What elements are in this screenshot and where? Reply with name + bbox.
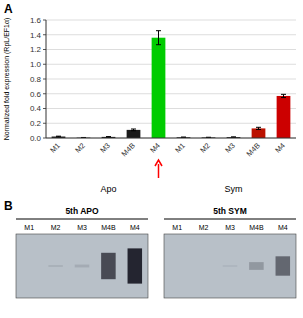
- grid-line: [46, 20, 296, 21]
- tick-label: 1.2: [30, 45, 42, 54]
- category-label: M4B: [120, 141, 137, 158]
- lane-label: M4: [130, 224, 140, 231]
- category-label: M2: [73, 141, 87, 155]
- lane-label: M4B: [249, 224, 264, 231]
- error-bar: [56, 136, 61, 138]
- category-label: M1: [48, 141, 62, 155]
- blot-band: [75, 265, 90, 268]
- category-label: M2: [198, 141, 212, 155]
- tick-label: 0.2: [30, 119, 42, 128]
- error-cap: [256, 127, 261, 128]
- error-cap: [156, 44, 161, 45]
- blot-band: [48, 265, 63, 267]
- blot-band: [249, 262, 264, 270]
- grid-line: [46, 79, 296, 80]
- blot-band: [196, 266, 211, 267]
- plot-area: [52, 31, 291, 138]
- lane-label: M3: [225, 224, 235, 231]
- lane-label: M4B: [101, 224, 116, 231]
- error-bar: [106, 136, 111, 138]
- grid-line: [46, 138, 296, 139]
- grid-line: [46, 64, 296, 65]
- error-cap: [106, 136, 111, 137]
- error-cap: [281, 97, 286, 98]
- bar: [152, 38, 166, 138]
- category-label: M3: [98, 141, 112, 155]
- arrow-head: [155, 160, 162, 166]
- blot-band: [128, 248, 143, 283]
- arrow-shaft: [158, 164, 160, 178]
- error-cap: [131, 129, 136, 130]
- error-cap: [156, 30, 161, 31]
- tick-label: 1.6: [30, 16, 42, 25]
- blot-overline: [164, 219, 296, 220]
- arrow: [155, 160, 162, 178]
- error-cap: [231, 136, 236, 137]
- lane-label: M3: [77, 224, 87, 231]
- category-label: M3: [223, 141, 237, 155]
- error-bar: [156, 31, 161, 45]
- category-label: M4B: [245, 141, 262, 158]
- blot-band: [101, 253, 116, 279]
- x-axis: [46, 138, 296, 139]
- blot-overline: [16, 219, 148, 220]
- tick-label: 1.4: [30, 31, 42, 40]
- y-axis-label: Normalized fold expression (RpL/EF1α): [3, 18, 11, 141]
- group-label: Sym: [225, 184, 243, 194]
- blot-title: 5th SYM: [213, 206, 247, 216]
- error-bar: [131, 129, 136, 131]
- figure: A0.00.20.40.60.81.01.21.41.6M1M2M3M4BM4M…: [0, 0, 303, 318]
- error-cap: [281, 94, 286, 95]
- grid-line: [46, 123, 296, 124]
- bar: [127, 130, 141, 138]
- lane-label: M2: [199, 224, 209, 231]
- lane-label: M1: [24, 224, 34, 231]
- tick-label: 0.4: [30, 104, 42, 113]
- lane-label: M2: [51, 224, 61, 231]
- error-bar: [281, 94, 286, 97]
- error-cap: [256, 129, 261, 130]
- grid-line: [46, 49, 296, 50]
- error-line: [158, 31, 159, 45]
- error-cap: [56, 136, 61, 137]
- error-cap: [181, 137, 186, 138]
- error-cap: [131, 130, 136, 131]
- category-label: M1: [173, 141, 187, 155]
- bar: [277, 96, 291, 138]
- panel-label: B: [4, 199, 13, 213]
- grid-line: [46, 108, 296, 109]
- tick-label: 0.8: [30, 75, 42, 84]
- category-label: M4: [148, 141, 162, 155]
- blot-band: [223, 265, 238, 266]
- blot-band: [170, 266, 185, 267]
- grid-line: [46, 93, 296, 94]
- bar: [252, 128, 266, 138]
- tick-label: 1.0: [30, 60, 42, 69]
- blot-band: [276, 256, 291, 275]
- lane-label: M4: [278, 224, 288, 231]
- panel-label: A: [4, 2, 13, 16]
- blot-title: 5th APO: [65, 206, 99, 216]
- error-cap: [56, 136, 61, 137]
- tick-label: 0.0: [30, 134, 42, 143]
- blot-background: [164, 234, 296, 298]
- error-bar: [256, 127, 261, 129]
- blot-band: [22, 266, 37, 267]
- tick-label: 0.6: [30, 90, 42, 99]
- group-label: Apo: [100, 184, 116, 194]
- y-axis: [46, 20, 47, 138]
- category-label: M4: [273, 141, 287, 155]
- lane-label: M1: [172, 224, 182, 231]
- grid-line: [46, 34, 296, 35]
- blot-background: [16, 234, 148, 298]
